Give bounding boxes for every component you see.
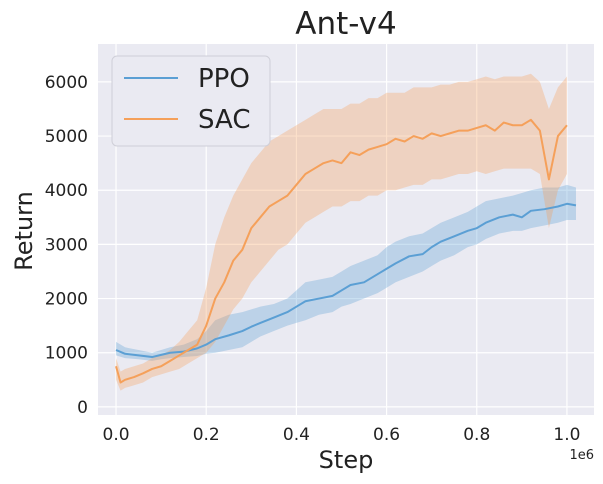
x-axis-offset-label: 1e6 [569,448,594,463]
y-tick-label: 0 [77,398,88,418]
x-tick-label: 0.6 [373,425,400,445]
x-tick-label: 1.0 [553,425,580,445]
y-axis-label: Return [10,191,38,271]
confidence-bands [116,73,576,391]
x-axis-label: Step [319,446,374,474]
y-tick-labels: 0 1000 2000 3000 4000 5000 6000 [45,73,88,418]
chart-title: Ant-v4 [295,6,396,42]
sac-mean-line [115,118,568,384]
x-tick-label: 0.2 [193,425,220,445]
ppo-confidence-band [116,184,576,361]
legend-label-sac: SAC [198,105,250,135]
y-tick-label: 3000 [45,235,88,255]
x-tick-label: 0.4 [283,425,310,445]
y-tick-label: 6000 [45,73,88,93]
y-tick-label: 1000 [45,344,88,364]
ppo-mean-line [115,202,577,359]
x-tick-labels: 0.0 0.2 0.4 0.6 0.8 1.0 [103,425,581,445]
series-lines [115,118,577,384]
legend: PPO SAC [111,55,271,147]
x-tick-label: 0.0 [103,425,130,445]
legend-label-ppo: PPO [198,64,250,94]
y-tick-label: 4000 [45,181,88,201]
x-tick-label: 0.8 [463,425,490,445]
sac-confidence-band [116,73,567,391]
y-tick-label: 2000 [45,290,88,310]
y-tick-label: 5000 [45,127,88,147]
